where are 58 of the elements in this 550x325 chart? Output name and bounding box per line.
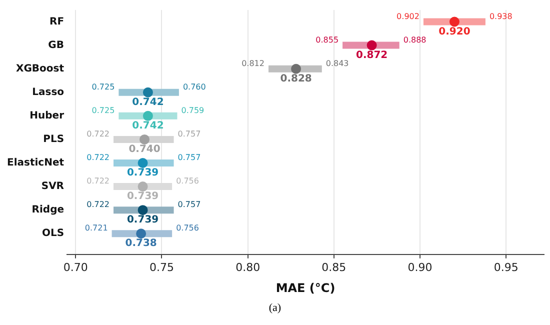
x-tick-label: 0.75 bbox=[149, 260, 174, 274]
annotation: 0.812 bbox=[242, 58, 264, 68]
y-tick-label: Ridge bbox=[32, 204, 64, 216]
data-label: 0.828 bbox=[280, 73, 312, 84]
annotation: 0.756 bbox=[176, 224, 199, 233]
annotation: 0.722 bbox=[86, 176, 110, 186]
point bbox=[138, 158, 148, 168]
y-tick-label: GB bbox=[48, 40, 64, 51]
point bbox=[142, 87, 153, 98]
annotation: 0.722 bbox=[86, 200, 110, 210]
annotation: 0.721 bbox=[84, 224, 108, 233]
data-label: 0.872 bbox=[356, 50, 388, 61]
x-tick-label: 0.90 bbox=[408, 260, 432, 274]
annotation: 0.888 bbox=[403, 35, 426, 44]
y-tick-label: RF bbox=[49, 16, 64, 28]
data-label: 0.740 bbox=[128, 144, 160, 156]
annotation: 0.902 bbox=[396, 12, 420, 21]
x-tick-label: 0.95 bbox=[494, 260, 518, 274]
annotation: 0.938 bbox=[489, 12, 512, 21]
annotation: 0.855 bbox=[316, 35, 339, 44]
annotation: 0.725 bbox=[92, 82, 115, 92]
point bbox=[138, 182, 148, 192]
y-tick-label: OLS bbox=[42, 228, 64, 240]
annotation: 0.722 bbox=[86, 130, 110, 139]
data-label: 0.742 bbox=[132, 96, 164, 108]
point bbox=[136, 228, 146, 239]
point bbox=[138, 205, 148, 216]
y-tick-label: PLS bbox=[43, 134, 64, 146]
y-tick-label: Lasso bbox=[32, 86, 64, 98]
annotation: 0.759 bbox=[181, 106, 204, 116]
point bbox=[142, 110, 153, 121]
y-tick-label: ElasticNet bbox=[6, 158, 64, 169]
y-tick-label: XGBoost bbox=[16, 63, 64, 74]
data-label: 0.739 bbox=[126, 168, 159, 179]
x-axis-title: MAE (°C) bbox=[276, 280, 336, 295]
annotation: 0.757 bbox=[178, 153, 201, 162]
x-tick-label: 0.70 bbox=[63, 260, 88, 274]
data-label: 0.739 bbox=[126, 214, 159, 226]
annotation: 0.757 bbox=[178, 200, 201, 210]
annotation: 0.843 bbox=[326, 58, 349, 68]
data-label: 0.920 bbox=[438, 26, 470, 38]
x-tick-label: 0.80 bbox=[236, 260, 260, 274]
data-label: 0.739 bbox=[126, 191, 159, 202]
x-tick-label: 0.85 bbox=[322, 260, 346, 274]
data-label: 0.738 bbox=[125, 238, 157, 250]
annotation: 0.757 bbox=[178, 130, 201, 139]
point bbox=[140, 134, 150, 144]
point bbox=[291, 64, 302, 74]
annotation: 0.760 bbox=[182, 82, 206, 92]
text: (a) bbox=[268, 302, 282, 314]
point bbox=[449, 16, 460, 27]
annotation: 0.725 bbox=[92, 106, 115, 116]
point bbox=[366, 40, 377, 50]
data-label: 0.742 bbox=[132, 120, 164, 132]
y-tick-label: SVR bbox=[41, 181, 64, 192]
annotation: 0.756 bbox=[176, 176, 199, 186]
y-tick-label: Huber bbox=[30, 110, 64, 122]
annotation: 0.722 bbox=[86, 153, 110, 162]
